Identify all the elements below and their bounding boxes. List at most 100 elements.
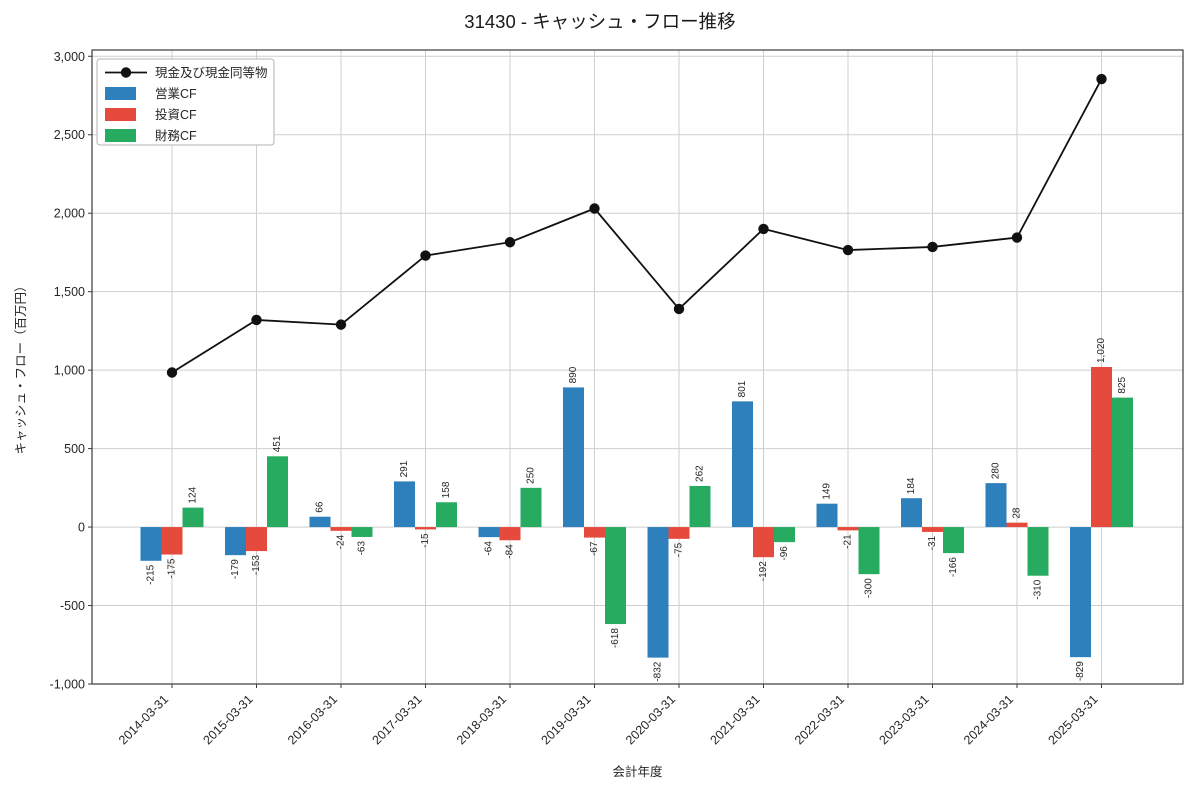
bar-value-label: -63 xyxy=(357,541,368,556)
bar-value-label: 66 xyxy=(315,501,326,513)
bar-value-label: -215 xyxy=(146,564,157,584)
x-tick-label: 2016-03-31 xyxy=(285,692,340,747)
bar-value-label: 158 xyxy=(441,481,452,498)
x-axis-label: 会計年度 xyxy=(612,764,663,779)
bar-財務CF xyxy=(267,456,288,528)
bar-value-label: 1,020 xyxy=(1096,338,1107,363)
y-tick-label: 0 xyxy=(78,521,85,535)
bar-財務CF xyxy=(436,502,457,528)
line-marker xyxy=(335,319,347,330)
bar-value-label: 149 xyxy=(822,483,833,500)
bar-財務CF xyxy=(943,527,964,554)
bar-value-label: 801 xyxy=(737,380,748,397)
line-marker xyxy=(927,241,938,253)
bar-投資CF xyxy=(1006,522,1028,528)
line-marker xyxy=(1096,73,1107,85)
bar-財務CF xyxy=(1027,527,1049,576)
bar-営業CF xyxy=(901,498,922,528)
bar-営業CF xyxy=(732,401,753,528)
y-tick-label: 3,000 xyxy=(54,50,85,64)
bar-value-label: 124 xyxy=(188,486,199,503)
bar-value-label: -618 xyxy=(610,628,621,648)
line-marker xyxy=(504,237,516,248)
bar-財務CF xyxy=(182,507,204,528)
y-tick-label: 2,500 xyxy=(54,128,85,142)
bar-value-label: -31 xyxy=(927,535,938,550)
bar-営業CF xyxy=(1070,527,1091,658)
x-tick-label: 2024-03-31 xyxy=(961,692,1016,747)
bar-投資CF xyxy=(922,527,943,532)
bar-営業CF xyxy=(478,527,500,538)
bar-財務CF xyxy=(605,527,626,625)
bar-value-label: 28 xyxy=(1012,507,1023,519)
legend-swatch xyxy=(105,108,136,121)
bar-財務CF xyxy=(351,527,373,537)
legend-label: 現金及び現金同等物 xyxy=(155,65,268,80)
bar-value-label: 262 xyxy=(695,465,706,482)
bar-value-label: -175 xyxy=(167,558,178,578)
bar-value-label: -300 xyxy=(864,578,875,598)
legend-swatch xyxy=(105,129,136,142)
x-tick-label: 2015-03-31 xyxy=(201,692,256,747)
bar-value-label: 890 xyxy=(568,366,579,383)
bar-value-label: -24 xyxy=(336,534,347,549)
y-tick-label: 1,500 xyxy=(54,285,85,299)
x-tick-label: 2017-03-31 xyxy=(370,692,425,747)
bar-営業CF xyxy=(816,503,838,528)
legend-label: 財務CF xyxy=(155,128,197,143)
plot-frame xyxy=(91,49,1184,685)
y-tick-label: 2,000 xyxy=(54,207,85,221)
bar-value-label: -96 xyxy=(779,546,790,561)
bar-value-label: -84 xyxy=(505,544,516,559)
bar-value-label: 280 xyxy=(991,462,1002,479)
bar-value-label: 291 xyxy=(399,460,410,477)
bar-value-label: 451 xyxy=(272,435,283,452)
y-axis-label: キャッシュ・フロー（百万円） xyxy=(14,279,28,454)
bar-value-label: -75 xyxy=(674,542,685,557)
legend-box xyxy=(96,58,275,146)
y-tick-label: -1,000 xyxy=(50,678,85,692)
chart-title: 31430 - キャッシュ・フロー推移 xyxy=(464,11,736,32)
line-marker xyxy=(758,223,769,235)
legend-swatch xyxy=(105,87,136,100)
bar-財務CF xyxy=(1112,397,1133,528)
bar-value-label: -832 xyxy=(653,661,664,681)
bar-value-label: -310 xyxy=(1033,579,1044,599)
bar-財務CF xyxy=(689,485,711,528)
bar-value-label: -829 xyxy=(1075,661,1086,681)
x-tick-label: 2019-03-31 xyxy=(539,692,594,747)
bar-value-label: -179 xyxy=(230,559,241,579)
bar-営業CF xyxy=(563,387,584,528)
bar-投資CF xyxy=(161,527,183,555)
bar-営業CF xyxy=(225,527,246,556)
bar-財務CF xyxy=(774,527,795,543)
bar-投資CF xyxy=(330,527,352,531)
bar-value-label: 184 xyxy=(906,477,917,494)
bar-投資CF xyxy=(499,527,521,541)
y-tick-label: 1,000 xyxy=(54,364,85,378)
line-marker xyxy=(673,303,685,315)
bar-value-label: -192 xyxy=(758,561,769,581)
bar-営業CF xyxy=(647,527,669,658)
bar-投資CF xyxy=(584,527,605,538)
bar-投資CF xyxy=(837,527,859,531)
y-tick-label: -500 xyxy=(60,599,85,613)
bar-value-label: -166 xyxy=(948,557,959,577)
legend-line-marker xyxy=(120,67,132,78)
bar-財務CF xyxy=(520,487,542,528)
bar-value-label: -153 xyxy=(251,555,262,575)
bar-投資CF xyxy=(246,527,267,552)
x-tick-label: 2023-03-31 xyxy=(877,692,932,747)
bar-投資CF xyxy=(415,527,436,530)
bar-value-label: -64 xyxy=(484,541,495,556)
bar-投資CF xyxy=(1091,367,1112,528)
bar-value-label: 825 xyxy=(1117,376,1128,393)
x-tick-label: 2025-03-31 xyxy=(1046,692,1101,747)
bar-投資CF xyxy=(668,527,690,539)
x-tick-label: 2022-03-31 xyxy=(792,692,847,747)
y-tick-label: 500 xyxy=(64,442,85,456)
line-marker xyxy=(251,314,262,326)
bar-営業CF xyxy=(985,483,1007,528)
cash-line xyxy=(171,78,1103,374)
